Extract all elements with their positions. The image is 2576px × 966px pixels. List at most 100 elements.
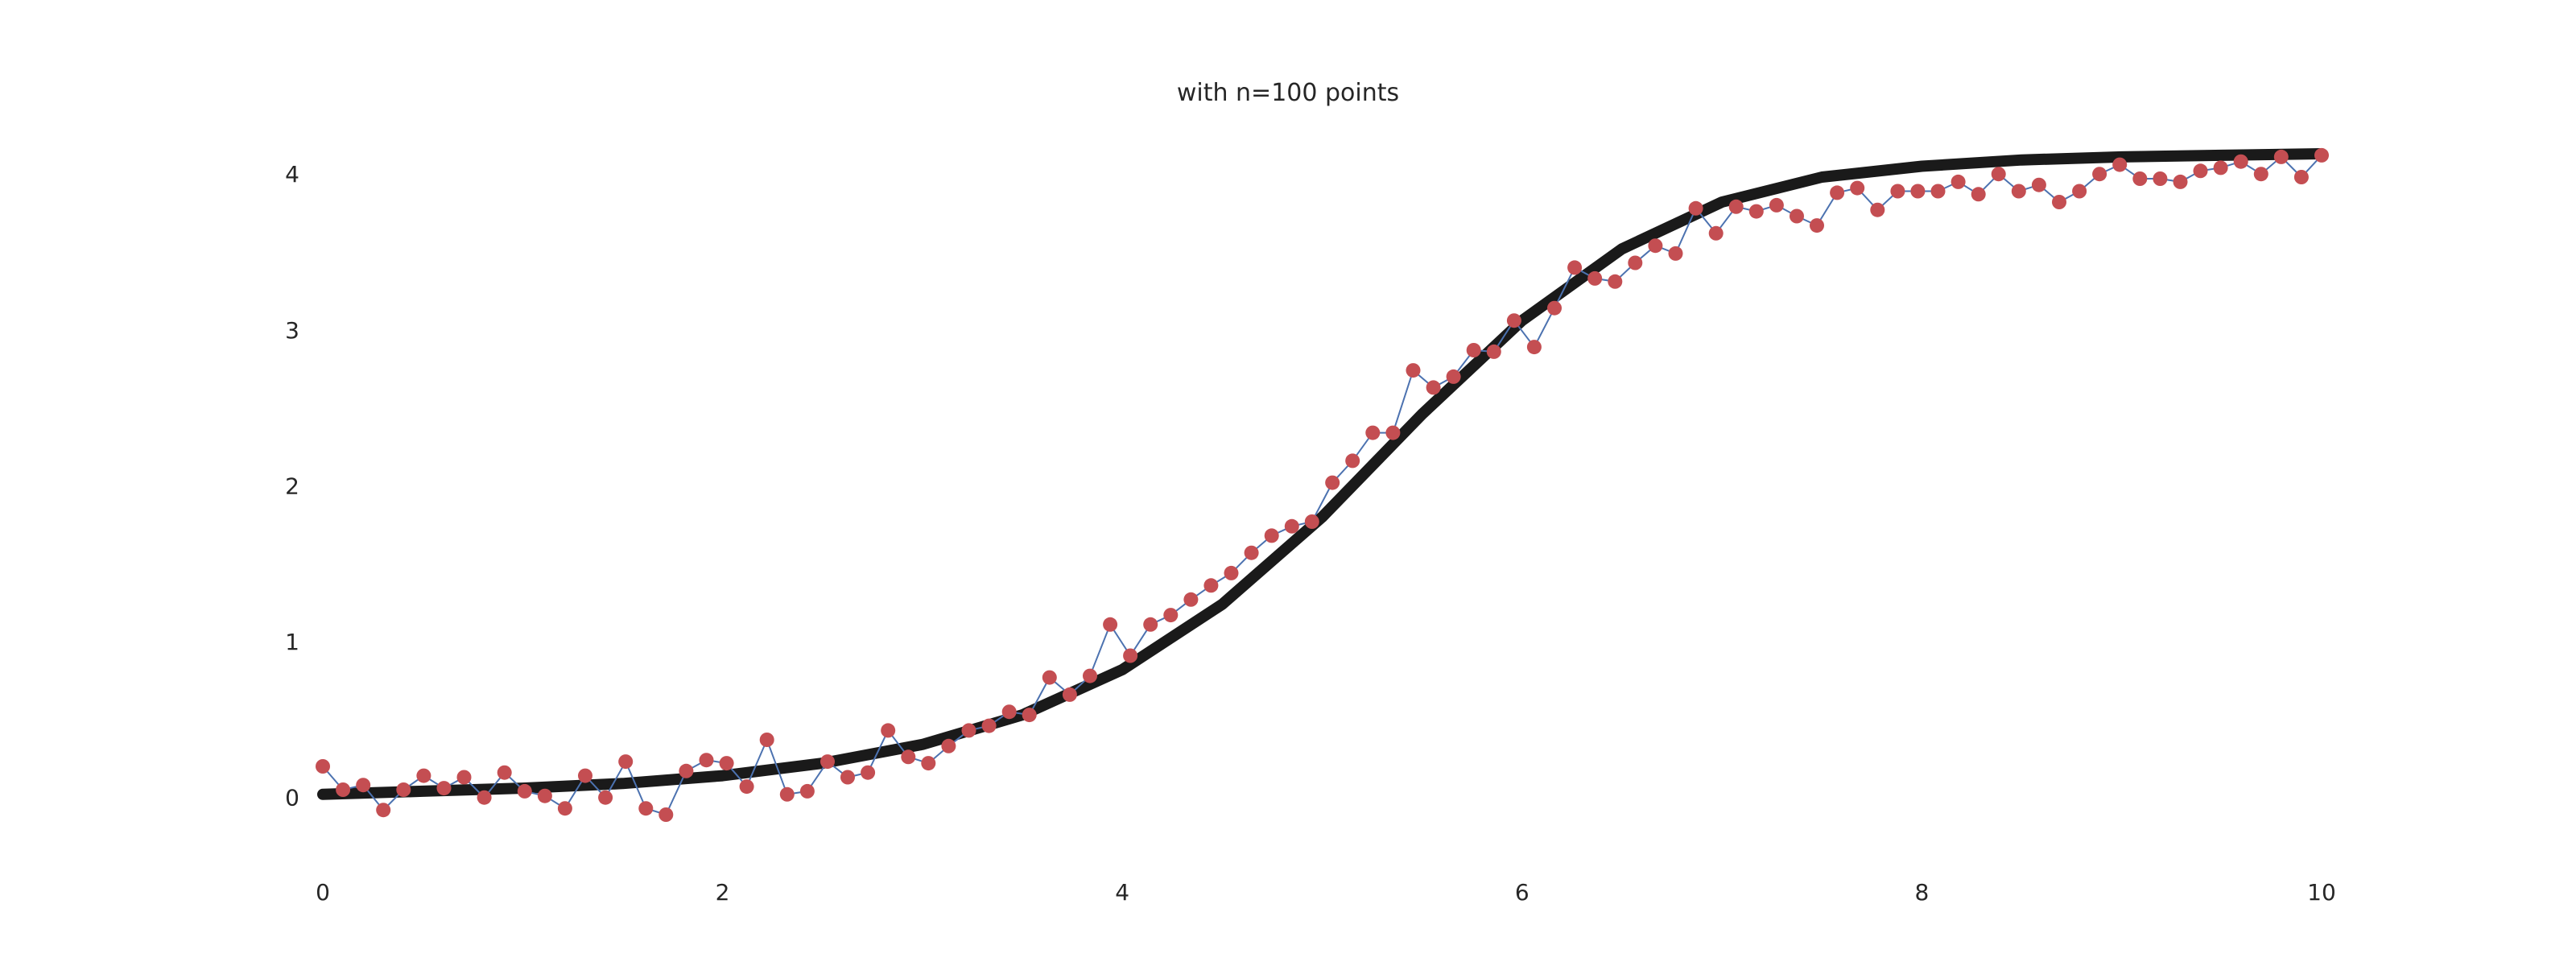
x-tick-label: 10 bbox=[2307, 879, 2336, 906]
data-point bbox=[1083, 668, 1097, 683]
data-point bbox=[2193, 163, 2208, 179]
data-point bbox=[1365, 425, 1381, 440]
data-point bbox=[416, 768, 431, 783]
y-tick-label: 0 bbox=[285, 785, 299, 811]
data-point bbox=[1325, 475, 1340, 490]
data-point bbox=[1991, 167, 2006, 182]
data-point bbox=[759, 733, 774, 747]
x-tick-label: 0 bbox=[316, 879, 330, 906]
data-point bbox=[598, 790, 613, 805]
data-point bbox=[1850, 180, 1865, 196]
data-point bbox=[1708, 225, 1724, 241]
plot-area bbox=[316, 147, 2329, 822]
data-point bbox=[1526, 340, 1542, 355]
data-point bbox=[1971, 187, 1986, 202]
data-point bbox=[699, 753, 714, 768]
data-point bbox=[1668, 246, 1683, 261]
data-point bbox=[1385, 425, 1401, 440]
data-point bbox=[1608, 274, 1623, 289]
data-point bbox=[2052, 195, 2066, 209]
data-point bbox=[1728, 199, 1744, 214]
data-point bbox=[1910, 184, 1926, 199]
y-tick-label: 3 bbox=[285, 317, 299, 344]
data-point bbox=[799, 783, 815, 799]
data-point bbox=[1648, 238, 1663, 254]
data-point bbox=[1284, 518, 1299, 534]
data-point bbox=[1567, 260, 1583, 275]
data-point bbox=[1123, 648, 1138, 663]
data-point bbox=[2213, 160, 2228, 175]
data-point bbox=[1769, 197, 1784, 213]
data-point bbox=[1042, 670, 1057, 685]
data-point bbox=[2314, 147, 2329, 163]
data-point bbox=[840, 770, 855, 785]
data-point bbox=[1688, 200, 1703, 216]
y-tick-label: 2 bbox=[285, 473, 299, 499]
data-point bbox=[638, 801, 654, 816]
data-point bbox=[477, 790, 492, 805]
data-point bbox=[396, 782, 411, 797]
data-point bbox=[2031, 177, 2046, 192]
data-point bbox=[1870, 202, 1885, 217]
data-point bbox=[376, 803, 391, 818]
x-tick-label: 2 bbox=[716, 879, 730, 906]
data-point bbox=[1951, 174, 1966, 189]
y-tick-label: 4 bbox=[285, 161, 299, 188]
data-point bbox=[881, 723, 896, 738]
data-point bbox=[820, 754, 835, 770]
data-point bbox=[1406, 363, 1421, 378]
x-tick-label: 8 bbox=[1914, 879, 1929, 906]
data-point bbox=[2253, 167, 2268, 182]
data-point bbox=[578, 768, 592, 783]
data-point bbox=[1143, 617, 1158, 632]
data-point bbox=[901, 749, 916, 765]
data-point bbox=[436, 781, 452, 796]
data-point bbox=[1830, 185, 1845, 200]
data-point bbox=[2132, 171, 2148, 186]
y-axis-ticks: 0 1 2 3 4 bbox=[285, 161, 299, 811]
data-point bbox=[316, 759, 330, 774]
model-curve bbox=[317, 148, 2327, 800]
data-point bbox=[1264, 528, 1279, 543]
data-point bbox=[1748, 204, 1764, 219]
data-point bbox=[2293, 170, 2309, 184]
data-point bbox=[1486, 344, 1501, 359]
data-point bbox=[981, 718, 997, 733]
data-point bbox=[1062, 687, 1077, 702]
data-point bbox=[1466, 343, 1481, 357]
y-tick-label: 1 bbox=[285, 629, 299, 655]
data-point bbox=[679, 763, 694, 778]
data-point bbox=[1103, 617, 1118, 632]
x-tick-label: 4 bbox=[1115, 879, 1129, 906]
data-point bbox=[1547, 300, 1562, 316]
data-point bbox=[861, 765, 876, 780]
data-point bbox=[537, 788, 552, 803]
data-point bbox=[2233, 154, 2248, 169]
data-point bbox=[2092, 167, 2107, 182]
data-point bbox=[739, 779, 754, 795]
data-point bbox=[921, 756, 936, 771]
data-point bbox=[356, 778, 371, 793]
data-point bbox=[1446, 369, 1461, 384]
data-point bbox=[1890, 184, 1905, 199]
data-point bbox=[2072, 184, 2087, 199]
data-point bbox=[2273, 149, 2289, 164]
data-point bbox=[2153, 171, 2168, 186]
data-point bbox=[1810, 218, 1824, 233]
data-point bbox=[2173, 174, 2188, 189]
data-point bbox=[456, 770, 472, 785]
data-point bbox=[1244, 545, 1259, 560]
data-point bbox=[497, 765, 512, 780]
data-line bbox=[322, 155, 2322, 816]
data-point bbox=[658, 807, 674, 822]
data-point bbox=[2011, 184, 2026, 199]
data-point bbox=[1304, 514, 1319, 529]
data-point bbox=[1183, 592, 1199, 607]
data-point bbox=[1790, 208, 1804, 224]
data-point bbox=[1345, 453, 1360, 469]
data-point bbox=[941, 738, 956, 753]
data-point bbox=[1506, 313, 1521, 328]
x-tick-label: 6 bbox=[1515, 879, 1530, 906]
data-point bbox=[961, 723, 976, 738]
